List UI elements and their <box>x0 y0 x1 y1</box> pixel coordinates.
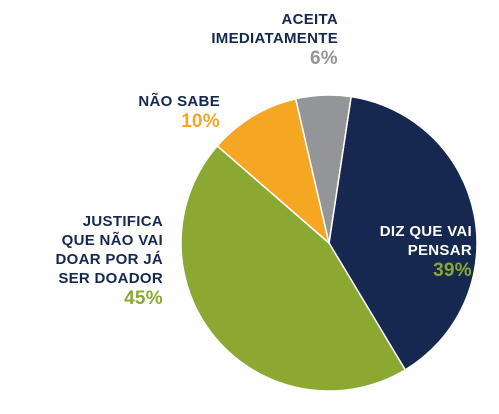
pie-slice-2 <box>216 98 330 244</box>
label-nao-sabe: NÃO SABE 10% <box>88 92 220 133</box>
slice-label-line: DIZ QUE VAI <box>379 223 472 240</box>
label-diz-que-vai-pensar: DIZ QUE VAI PENSAR 39% <box>355 222 472 282</box>
slice-label-line: QUE NÃO VAI <box>61 232 163 249</box>
slice-label-line: PENSAR <box>407 242 472 259</box>
slice-value-label: 39% <box>433 260 472 281</box>
pie-slice-1 <box>180 145 406 392</box>
label-aceita-imediatamente: ACEITA IMEDIATAMENTE 6% <box>178 10 338 70</box>
slice-label-line: IMEDIATAMENTE <box>211 30 338 47</box>
slice-label-line: JUSTIFICA <box>82 213 163 230</box>
slice-value-label: 6% <box>309 48 338 69</box>
pie-slice-3 <box>294 94 352 244</box>
slice-label-line: DOAR POR JÁ <box>55 251 163 268</box>
slice-label-line: ACEITA <box>281 11 338 28</box>
slice-label-line: NÃO SABE <box>138 93 220 110</box>
label-justifica: JUSTIFICA QUE NÃO VAI DOAR POR JÁ SER DO… <box>30 212 163 310</box>
pie-slice-0 <box>328 95 478 371</box>
slice-value-label: 10% <box>181 111 220 132</box>
slice-value-label: 45% <box>124 288 163 309</box>
slice-label-line: SER DOADOR <box>58 270 163 287</box>
